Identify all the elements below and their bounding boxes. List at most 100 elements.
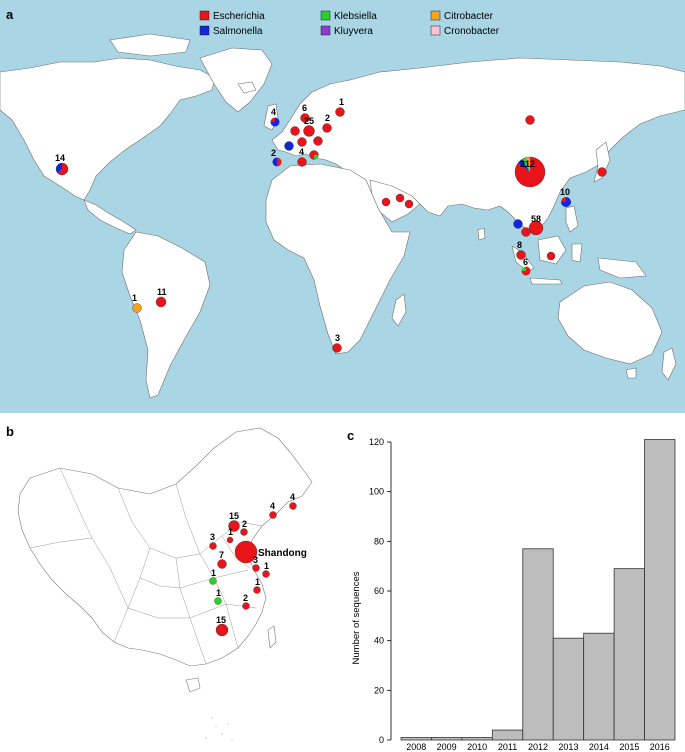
marker-hebei-count: 1 xyxy=(228,527,233,537)
x-tick-label-2011: 2011 xyxy=(498,742,517,752)
marker-italy-dot xyxy=(297,157,307,167)
madagascar xyxy=(391,293,407,327)
x-tick-label-2015: 2015 xyxy=(619,742,639,752)
marker-uk-count: 4 xyxy=(271,107,276,117)
y-tick-label: 40 xyxy=(374,636,384,646)
marker-liaoning-count: 4 xyxy=(270,501,275,511)
bar-2008 xyxy=(400,737,432,741)
y-axis-label: Number of sequences xyxy=(351,571,362,664)
marker-spain: 2 xyxy=(271,148,282,167)
marker-spain-slice-salmonella xyxy=(272,157,277,167)
marker-malaysia-dot xyxy=(516,250,526,260)
iceland xyxy=(237,81,257,94)
land-masses xyxy=(0,33,685,399)
marker-liaoning: 4 xyxy=(269,501,277,519)
new-guinea xyxy=(597,257,647,279)
marker-zhejiang-count: 1 xyxy=(255,577,260,587)
marker-usa-slice-salmonella xyxy=(56,163,62,174)
marker-tianjin: 2 xyxy=(240,519,248,536)
panel-letter-b: b xyxy=(6,424,14,439)
panel-letter-a: a xyxy=(6,7,14,22)
marker-guangdong: 15 xyxy=(215,615,229,637)
china-outline xyxy=(17,427,313,693)
x-tick-label-2009: 2009 xyxy=(437,742,457,752)
y-tick-label: 80 xyxy=(374,536,384,546)
legend-swatch-kluyvera xyxy=(320,25,331,36)
bar-2012 xyxy=(522,548,554,741)
greenland xyxy=(199,47,273,113)
marker-shanghai: 1 xyxy=(262,561,270,578)
marker-hebei: 1 xyxy=(226,527,234,544)
taiwan-b xyxy=(267,625,277,649)
marker-jiangsu-count: 3 xyxy=(253,555,258,565)
marker-italy-count: 4 xyxy=(299,147,304,157)
marker-shanxi-count: 3 xyxy=(210,532,215,542)
south-america xyxy=(121,231,211,399)
bar-2015 xyxy=(613,568,645,741)
y-tick-label: 20 xyxy=(374,685,384,695)
marker-spain-count: 2 xyxy=(271,148,276,158)
marker-guangxi: 1 xyxy=(214,588,222,605)
marker-malaysia: 8 xyxy=(516,240,526,260)
panel-letter-c: c xyxy=(347,428,354,443)
arctic-islands xyxy=(109,33,191,57)
marker-guangxi-count: 1 xyxy=(216,588,221,598)
marker-china-slice-klebsiella xyxy=(522,157,530,172)
marker-malaysia-count: 8 xyxy=(517,240,522,250)
marker-shandong: Shandong xyxy=(234,540,307,564)
marker-bolivia-count: 1 xyxy=(132,293,137,303)
hainan xyxy=(185,677,201,693)
legend-label-escherichia: Escherichia xyxy=(213,11,265,22)
marker-italy: 4 xyxy=(297,147,307,167)
legend-label-kluyvera: Kluyvera xyxy=(334,26,373,37)
marker-liaoning-dot xyxy=(269,511,277,519)
x-tick-label-2016: 2016 xyxy=(650,742,670,752)
marker-usa: 14 xyxy=(55,153,69,176)
marker-shandong-label: Shandong xyxy=(258,548,307,559)
marker-singapore: 6 xyxy=(521,257,531,276)
marker-china: 212 xyxy=(514,156,546,188)
chart-marks: 0 20 40 60 80 100 120 2008 2009 2010 2011 2012 2013 2… xyxy=(369,437,676,752)
marker-portugal xyxy=(284,141,294,151)
y-tick-label: 60 xyxy=(374,586,384,596)
marker-saudi xyxy=(381,197,391,207)
marker-denmark-count: 6 xyxy=(302,103,307,113)
marker-tianjin-count: 2 xyxy=(242,519,247,529)
y-tick-label: 120 xyxy=(369,437,384,447)
south-china-sea-islands xyxy=(205,717,233,741)
marker-shanxi: 3 xyxy=(209,532,217,550)
australia xyxy=(557,281,663,365)
china-map-panel: b Shandong 15 2 xyxy=(6,424,313,741)
marker-thailand xyxy=(513,219,523,229)
marker-south-africa: 3 xyxy=(332,333,342,353)
marker-netherlands xyxy=(290,126,300,136)
central-america xyxy=(83,199,137,235)
x-tick-label-2010: 2010 xyxy=(467,742,487,752)
marker-hunan-dot xyxy=(209,577,217,585)
africa xyxy=(265,163,411,355)
marker-brazil-count: 11 xyxy=(157,287,167,297)
marker-sweden-dot xyxy=(335,107,345,117)
philippines xyxy=(565,205,579,233)
marker-brazil-dot xyxy=(155,296,167,308)
marker-henan-count: 7 xyxy=(219,550,224,560)
marker-germany: 25 xyxy=(303,116,315,137)
marker-uae xyxy=(395,193,405,203)
marker-spain-slice-escherichia xyxy=(277,157,282,167)
marker-zhejiang: 1 xyxy=(253,577,261,594)
marker-taiwan-count: 10 xyxy=(560,187,570,197)
sri-lanka xyxy=(477,227,486,241)
marker-beijing-count: 15 xyxy=(229,511,239,521)
marker-guangdong-count: 15 xyxy=(216,615,226,625)
marker-borneo xyxy=(546,251,556,261)
marker-usa-count: 14 xyxy=(55,153,65,163)
marker-china-count: 212 xyxy=(520,159,535,169)
borneo xyxy=(537,235,567,265)
new-zealand xyxy=(661,347,677,381)
marker-greece xyxy=(309,150,319,160)
marker-poland: 2 xyxy=(322,113,332,133)
legend-swatch-cronobacter xyxy=(430,25,441,36)
legend-swatch-salmonella xyxy=(199,25,210,36)
marker-vietnam-dot xyxy=(528,220,544,236)
marker-shandong-dot xyxy=(234,540,258,564)
